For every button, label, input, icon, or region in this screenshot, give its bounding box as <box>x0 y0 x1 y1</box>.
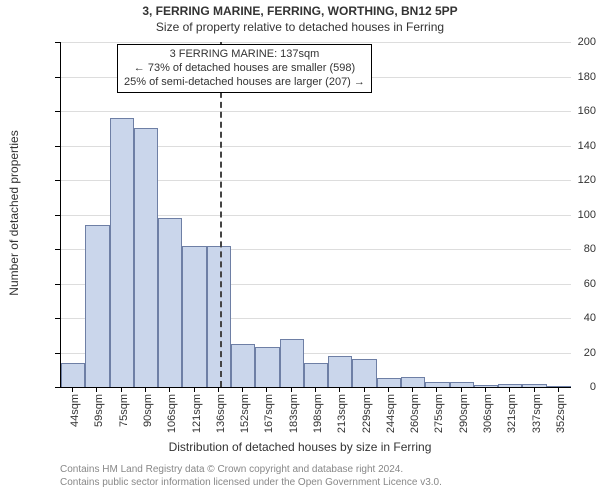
bar <box>425 382 449 387</box>
x-tick-mark <box>436 387 437 392</box>
y-tick-label: 40 <box>544 312 596 324</box>
bar <box>377 378 401 387</box>
x-tick-mark <box>388 387 389 392</box>
x-tick-mark <box>169 387 170 392</box>
chart-title: 3, FERRING MARINE, FERRING, WORTHING, BN… <box>0 4 600 18</box>
y-tick-label: 60 <box>544 278 596 290</box>
x-tick-mark <box>558 387 559 392</box>
footnote-2: Contains public sector information licen… <box>60 477 442 489</box>
x-tick-label: 213sqm <box>336 394 348 433</box>
x-tick-label: 75sqm <box>118 394 130 427</box>
x-tick-mark <box>121 387 122 392</box>
x-tick-label: 290sqm <box>458 394 470 433</box>
bar <box>158 218 182 387</box>
y-tick-mark <box>55 180 60 181</box>
bar <box>450 382 474 387</box>
y-tick-label: 200 <box>544 36 596 48</box>
x-tick-label: 44sqm <box>69 394 81 427</box>
x-tick-label: 167sqm <box>263 394 275 433</box>
y-tick-mark <box>55 318 60 319</box>
bar <box>304 363 328 387</box>
x-tick-label: 106sqm <box>166 394 178 433</box>
reference-line <box>220 42 222 387</box>
y-tick-label: 180 <box>544 71 596 83</box>
info-box-line: 25% of semi-detached houses are larger (… <box>124 76 365 90</box>
bar <box>255 347 279 387</box>
x-tick-mark <box>291 387 292 392</box>
y-tick-label: 80 <box>544 243 596 255</box>
y-tick-label: 20 <box>544 347 596 359</box>
y-tick-label: 140 <box>544 140 596 152</box>
x-tick-label: 275sqm <box>433 394 445 433</box>
x-tick-mark <box>461 387 462 392</box>
plot-area: 3 FERRING MARINE: 137sqm← 73% of detache… <box>60 42 571 388</box>
x-tick-label: 136sqm <box>215 394 227 433</box>
info-box-line: ← 73% of detached houses are smaller (59… <box>124 62 365 76</box>
bar <box>401 377 425 387</box>
bar <box>231 344 255 387</box>
bar <box>110 118 134 387</box>
chart-container: 3, FERRING MARINE, FERRING, WORTHING, BN… <box>0 0 600 500</box>
y-tick-mark <box>55 42 60 43</box>
x-tick-label: 244sqm <box>385 394 397 433</box>
bar <box>85 225 109 387</box>
bar <box>61 363 85 387</box>
x-tick-mark <box>315 387 316 392</box>
y-tick-label: 0 <box>544 381 596 393</box>
x-tick-label: 229sqm <box>361 394 373 433</box>
grid-line <box>61 111 571 112</box>
x-tick-label: 198sqm <box>312 394 324 433</box>
x-tick-mark <box>242 387 243 392</box>
x-tick-label: 337sqm <box>531 394 543 433</box>
y-tick-mark <box>55 77 60 78</box>
y-tick-mark <box>55 353 60 354</box>
grid-line <box>61 42 571 43</box>
bar <box>134 128 158 387</box>
bar <box>182 246 206 387</box>
x-tick-label: 152sqm <box>239 394 251 433</box>
y-tick-mark <box>55 111 60 112</box>
footnote-1: Contains HM Land Registry data © Crown c… <box>60 464 403 476</box>
x-tick-mark <box>194 387 195 392</box>
bar <box>328 356 352 387</box>
x-tick-mark <box>534 387 535 392</box>
y-tick-label: 100 <box>544 209 596 221</box>
x-tick-label: 306sqm <box>482 394 494 433</box>
x-tick-label: 183sqm <box>288 394 300 433</box>
y-tick-mark <box>55 249 60 250</box>
x-tick-mark <box>145 387 146 392</box>
x-axis-label: Distribution of detached houses by size … <box>0 440 600 454</box>
x-tick-mark <box>364 387 365 392</box>
bar <box>352 359 376 387</box>
x-tick-label: 321sqm <box>506 394 518 433</box>
info-box: 3 FERRING MARINE: 137sqm← 73% of detache… <box>117 44 372 93</box>
x-tick-mark <box>218 387 219 392</box>
y-tick-mark <box>55 387 60 388</box>
y-tick-mark <box>55 215 60 216</box>
bar <box>498 384 522 387</box>
x-tick-mark <box>509 387 510 392</box>
x-tick-label: 90sqm <box>142 394 154 427</box>
bar <box>207 246 231 387</box>
x-tick-label: 59sqm <box>93 394 105 427</box>
x-tick-label: 352sqm <box>555 394 567 433</box>
x-tick-mark <box>96 387 97 392</box>
x-tick-label: 260sqm <box>409 394 421 433</box>
y-axis-label: Number of detached properties <box>7 113 21 313</box>
x-tick-mark <box>266 387 267 392</box>
y-tick-mark <box>55 284 60 285</box>
y-tick-label: 160 <box>544 105 596 117</box>
x-tick-mark <box>485 387 486 392</box>
x-tick-label: 121sqm <box>191 394 203 433</box>
chart-subtitle: Size of property relative to detached ho… <box>0 20 600 34</box>
bar <box>280 339 304 387</box>
y-tick-label: 120 <box>544 174 596 186</box>
x-tick-mark <box>339 387 340 392</box>
y-tick-mark <box>55 146 60 147</box>
x-tick-mark <box>412 387 413 392</box>
info-box-line: 3 FERRING MARINE: 137sqm <box>124 48 365 62</box>
x-tick-mark <box>72 387 73 392</box>
